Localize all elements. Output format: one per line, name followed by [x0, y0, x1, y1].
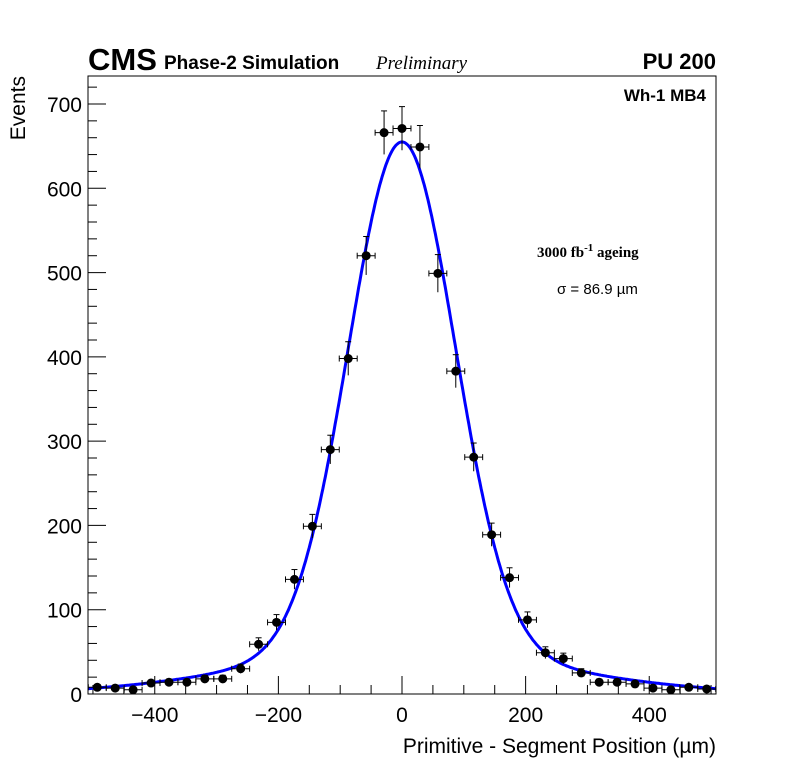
- data-marker: [307, 521, 317, 531]
- phase2-label: Phase-2 Simulation: [164, 53, 339, 74]
- y-tick-label: 400: [47, 347, 82, 370]
- data-point: [249, 637, 269, 651]
- data-point: [141, 678, 161, 688]
- x-tick-label: −200: [255, 704, 302, 727]
- data-point: [320, 434, 340, 464]
- data-marker: [110, 683, 120, 693]
- x-axis-label: Primitive - Segment Position (µm): [403, 735, 716, 758]
- data-marker: [594, 677, 604, 687]
- plot-frame: [87, 75, 717, 695]
- data-marker: [505, 573, 515, 583]
- y-tick-label: 300: [47, 431, 82, 454]
- data-marker: [272, 617, 282, 627]
- chart-header: CMS Phase-2 Simulation Preliminary PU 20…: [88, 42, 716, 77]
- data-point: [482, 522, 502, 547]
- x-tick-label: 400: [632, 704, 667, 727]
- data-point: [697, 684, 717, 694]
- data-point: [356, 235, 376, 275]
- data-marker: [433, 268, 443, 278]
- x-tick-label: 0: [396, 704, 408, 727]
- data-point: [571, 668, 591, 678]
- data-marker: [522, 615, 532, 625]
- data-marker: [325, 445, 335, 455]
- data-point: [374, 110, 394, 155]
- data-point: [338, 341, 358, 376]
- data-marker: [397, 123, 407, 133]
- x-tick-label: 200: [508, 704, 543, 727]
- data-marker: [182, 677, 192, 687]
- data-marker: [218, 674, 228, 684]
- axes: −400 −200 0 200 400 0 100 200 300 400 500 600 700: [47, 86, 712, 727]
- y-axis-label: Events: [7, 76, 30, 140]
- data-point: [392, 106, 412, 151]
- data-marker: [200, 674, 210, 684]
- region-label: Wh-1 MB4: [624, 86, 707, 105]
- data-point: [123, 685, 143, 695]
- ageing-main: 3000 fb: [537, 245, 584, 261]
- data-marker: [684, 682, 694, 692]
- data-point: [518, 611, 537, 628]
- data-marker: [666, 685, 676, 695]
- data-point: [284, 569, 304, 590]
- data-marker: [128, 685, 138, 695]
- data-point: [464, 442, 484, 472]
- data-marker: [92, 682, 102, 692]
- data-point: [302, 513, 322, 539]
- y-tick-label: 200: [47, 515, 82, 538]
- data-marker: [289, 574, 299, 584]
- data-marker: [415, 142, 425, 152]
- data-marker: [379, 128, 389, 138]
- data-point: [589, 677, 609, 687]
- data-marker: [236, 664, 246, 674]
- y-tick-label: 0: [70, 684, 82, 707]
- data-point: [679, 682, 699, 692]
- data-marker: [612, 677, 622, 687]
- pileup-label: PU 200: [643, 49, 716, 74]
- data-marker: [487, 530, 497, 540]
- data-marker: [254, 639, 264, 649]
- data-point: [410, 125, 430, 169]
- data-point: [195, 674, 215, 684]
- sigma-annotation: σ = 86.9 µm: [557, 281, 638, 298]
- data-point: [428, 254, 448, 293]
- data-point: [553, 652, 573, 665]
- data-point: [535, 646, 555, 659]
- data-point: [231, 663, 251, 674]
- data-marker: [702, 684, 712, 694]
- y-tick-label: 500: [47, 263, 82, 286]
- data-marker: [361, 251, 371, 261]
- data-point: [500, 567, 520, 588]
- data-marker: [576, 668, 586, 678]
- data-point: [446, 354, 466, 388]
- data-marker: [146, 678, 156, 688]
- ageing-tail: ageing: [593, 245, 639, 261]
- data-marker: [630, 679, 640, 689]
- data-point: [177, 677, 197, 687]
- data-point: [213, 674, 233, 684]
- data-marker: [540, 648, 550, 658]
- data-marker: [648, 683, 658, 693]
- cms-label: CMS: [88, 42, 157, 77]
- preliminary-label: Preliminary: [375, 53, 468, 74]
- data-marker: [343, 354, 353, 364]
- fit-curve-group: [87, 140, 717, 691]
- data-marker: [164, 677, 174, 687]
- x-tick-label: −400: [131, 704, 178, 727]
- fit-curve: [87, 140, 717, 691]
- data-marker: [558, 654, 568, 664]
- ageing-annotation: 3000 fb-1 ageing: [537, 242, 639, 261]
- y-tick-label: 600: [47, 178, 82, 201]
- y-tick-label: 700: [47, 94, 82, 117]
- data-marker: [451, 366, 461, 376]
- data-point: [105, 683, 125, 693]
- data-point: [607, 677, 627, 687]
- data-marker: [469, 452, 479, 462]
- ageing-sup: -1: [584, 242, 593, 254]
- data-point: [87, 682, 107, 692]
- data-point: [643, 683, 663, 693]
- data-points: [87, 106, 717, 695]
- y-tick-label: 100: [47, 600, 82, 623]
- data-point: [267, 614, 286, 631]
